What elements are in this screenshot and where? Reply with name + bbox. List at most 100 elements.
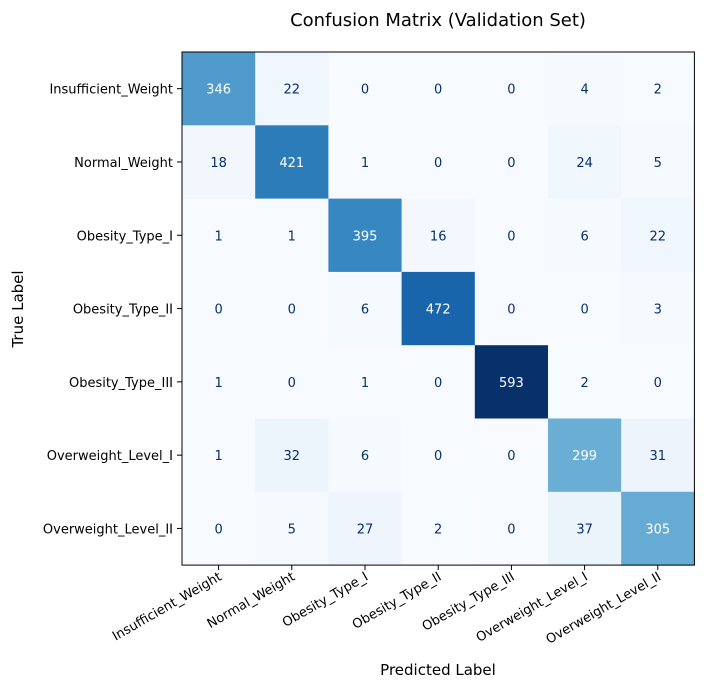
cell-value-label: 24 bbox=[576, 156, 593, 171]
heatmap-cell bbox=[548, 345, 622, 419]
heatmap-cell bbox=[474, 125, 549, 200]
x-tick-label: Insufficient_Weight bbox=[110, 570, 224, 645]
heatmap-cell bbox=[401, 345, 476, 419]
cell-value-label: 27 bbox=[357, 522, 374, 537]
cell-value-label: 5 bbox=[288, 522, 296, 537]
cell-value-label: 6 bbox=[580, 229, 588, 244]
y-axis-label: True Label bbox=[9, 270, 27, 348]
heatmap-cell bbox=[548, 198, 622, 273]
heatmap-cell bbox=[474, 271, 549, 346]
heatmap-cell bbox=[328, 125, 403, 200]
heatmap-cell bbox=[255, 345, 329, 419]
heatmap-cell bbox=[621, 198, 695, 273]
heatmap-cell bbox=[548, 418, 622, 493]
cell-value-label: 6 bbox=[361, 449, 369, 464]
cell-value-label: 0 bbox=[580, 303, 588, 318]
heatmap-cell bbox=[401, 125, 476, 200]
x-axis-label: Predicted Label bbox=[380, 661, 496, 679]
heatmap-cell bbox=[621, 491, 695, 566]
cell-value-label: 0 bbox=[507, 303, 515, 318]
cell-value-label: 0 bbox=[507, 449, 515, 464]
heatmap-cell bbox=[182, 491, 256, 566]
heatmap-cell bbox=[255, 125, 329, 200]
heatmap-cells bbox=[182, 52, 695, 566]
heatmap-cell bbox=[328, 271, 403, 346]
heatmap-cell bbox=[182, 345, 256, 419]
heatmap-cell bbox=[548, 52, 622, 126]
cell-value-label: 472 bbox=[426, 303, 451, 318]
cell-value-label: 0 bbox=[507, 83, 515, 98]
cell-value-label: 6 bbox=[361, 303, 369, 318]
cell-value-label: 593 bbox=[499, 376, 524, 391]
heatmap-cell bbox=[328, 345, 403, 419]
heatmap-cell bbox=[474, 418, 549, 493]
heatmap-cell bbox=[401, 418, 476, 493]
heatmap-cell bbox=[621, 52, 695, 126]
cell-value-label: 2 bbox=[654, 83, 662, 98]
heatmap-cell bbox=[548, 271, 622, 346]
cell-value-label: 395 bbox=[353, 229, 378, 244]
cell-value-label: 0 bbox=[654, 376, 662, 391]
heatmap-cell bbox=[328, 491, 403, 566]
heatmap-cell bbox=[401, 198, 476, 273]
y-tick-label: Overweight_Level_I bbox=[47, 449, 173, 464]
y-tick-label: Obesity_Type_II bbox=[73, 303, 173, 318]
heatmap-cell bbox=[182, 198, 256, 273]
cell-value-label: 22 bbox=[650, 229, 667, 244]
cell-value-label: 0 bbox=[507, 522, 515, 537]
cell-value-label: 16 bbox=[430, 229, 447, 244]
cell-value-label: 1 bbox=[288, 229, 296, 244]
cell-value-label: 0 bbox=[214, 303, 222, 318]
cell-value-label: 0 bbox=[434, 83, 442, 98]
cell-value-label: 1 bbox=[361, 156, 369, 171]
y-tick-label: Overweight_Level_II bbox=[43, 522, 173, 537]
heatmap-cell bbox=[182, 418, 256, 493]
cell-value-label: 2 bbox=[434, 522, 442, 537]
cell-value-label: 0 bbox=[288, 376, 296, 391]
chart-title: Confusion Matrix (Validation Set) bbox=[290, 10, 586, 31]
cell-value-label: 0 bbox=[434, 156, 442, 171]
cell-value-label: 299 bbox=[572, 449, 597, 464]
heatmap-cell bbox=[182, 271, 256, 346]
cell-value-label: 3 bbox=[654, 303, 662, 318]
heatmap-cell bbox=[328, 418, 403, 493]
heatmap-cell bbox=[328, 52, 403, 126]
cell-value-label: 4 bbox=[580, 83, 588, 98]
cell-value-label: 1 bbox=[214, 229, 222, 244]
cell-value-label: 2 bbox=[580, 376, 588, 391]
heatmap-cell bbox=[474, 198, 549, 273]
heatmap-cell bbox=[401, 271, 476, 346]
cell-value-label: 1 bbox=[361, 376, 369, 391]
heatmap-cell bbox=[255, 52, 329, 126]
heatmap-cell bbox=[548, 491, 622, 566]
cell-value-label: 0 bbox=[288, 303, 296, 318]
heatmap-cell bbox=[621, 271, 695, 346]
cell-value-label: 22 bbox=[284, 83, 301, 98]
cell-value-label: 18 bbox=[210, 156, 227, 171]
heatmap-cell bbox=[621, 345, 695, 419]
cell-value-label: 421 bbox=[279, 156, 304, 171]
heatmap-cell bbox=[182, 52, 256, 126]
heatmap-cell bbox=[328, 198, 403, 273]
cell-value-label: 0 bbox=[434, 449, 442, 464]
cell-value-label: 0 bbox=[214, 522, 222, 537]
heatmap-cell bbox=[621, 418, 695, 493]
heatmap-cell bbox=[401, 491, 476, 566]
cell-value-label: 0 bbox=[507, 229, 515, 244]
heatmap-cell bbox=[474, 52, 549, 126]
y-axis-ticks: Insufficient_Weight Normal_Weight Obesity_… bbox=[43, 83, 182, 537]
cell-value-label: 305 bbox=[645, 522, 670, 537]
heatmap-cell bbox=[474, 491, 549, 566]
heatmap-cell bbox=[255, 418, 329, 493]
heatmap-cell-labels: 346 22 0 0 0 4 218 421 1 0 0 24 51 1 395 16 0 6 220 0 6 472 0 0… bbox=[206, 83, 670, 538]
heatmap-cell bbox=[182, 125, 256, 200]
x-axis-ticks: Insufficient_WeightNormal_WeightObesity_… bbox=[110, 565, 664, 648]
cell-value-label: 0 bbox=[361, 83, 369, 98]
heatmap-cell bbox=[255, 491, 329, 566]
cell-value-label: 5 bbox=[654, 156, 662, 171]
heatmap-cell bbox=[474, 345, 549, 419]
y-tick-label: Obesity_Type_I bbox=[77, 229, 173, 244]
heatmap-cell bbox=[255, 198, 329, 273]
cell-value-label: 0 bbox=[434, 376, 442, 391]
